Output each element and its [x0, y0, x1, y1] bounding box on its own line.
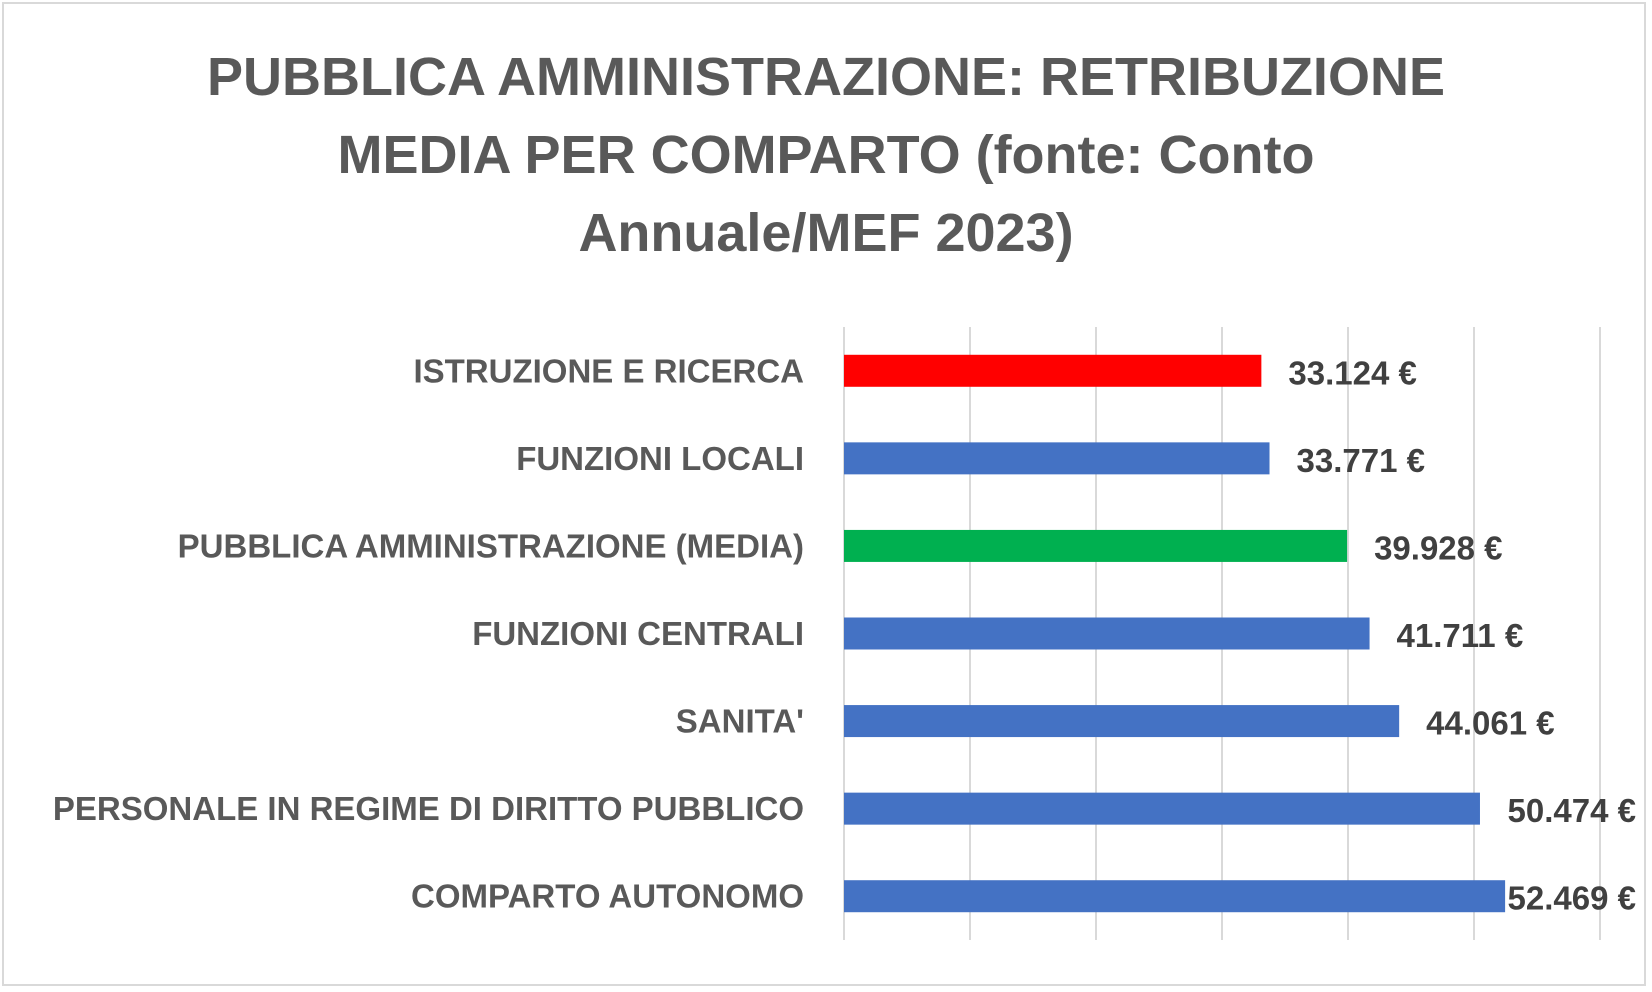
value-label: 41.711 €	[1397, 617, 1524, 654]
category-label: FUNZIONI CENTRALI	[472, 615, 804, 652]
bar	[844, 705, 1400, 738]
value-label: 39.928 €	[1374, 529, 1502, 566]
bar	[844, 880, 1506, 913]
bar	[844, 354, 1262, 387]
category-label: PERSONALE IN REGIME DI DIRITTO PUBBLICO	[53, 790, 804, 827]
bar	[844, 617, 1370, 650]
bar	[844, 442, 1270, 475]
value-labels: 33.124 € 33.771 € 39.928 € 41.711 € 44.061 €…	[1288, 354, 1636, 916]
chart-title: PUBBLICA AMMINISTRAZIONE: RETRIBUZIONE M…	[207, 47, 1445, 263]
category-label: COMPARTO AUTONOMO	[411, 878, 804, 915]
value-label: 33.771 €	[1297, 442, 1425, 479]
value-label: 50.474 €	[1508, 792, 1636, 829]
value-label: 52.469 €	[1508, 880, 1636, 917]
value-label: 33.124 €	[1288, 354, 1416, 391]
value-label: 44.061 €	[1426, 705, 1554, 742]
category-label: PUBBLICA AMMINISTRAZIONE (MEDIA)	[178, 527, 804, 564]
bar	[844, 529, 1348, 562]
category-label: SANITA'	[676, 703, 804, 740]
category-label: FUNZIONI LOCALI	[516, 440, 804, 477]
bar	[844, 792, 1480, 825]
category-labels: ISTRUZIONE E RICERCA FUNZIONI LOCALI PUBBL…	[53, 352, 804, 914]
category-label: ISTRUZIONE E RICERCA	[413, 352, 804, 389]
bars	[844, 354, 1506, 913]
